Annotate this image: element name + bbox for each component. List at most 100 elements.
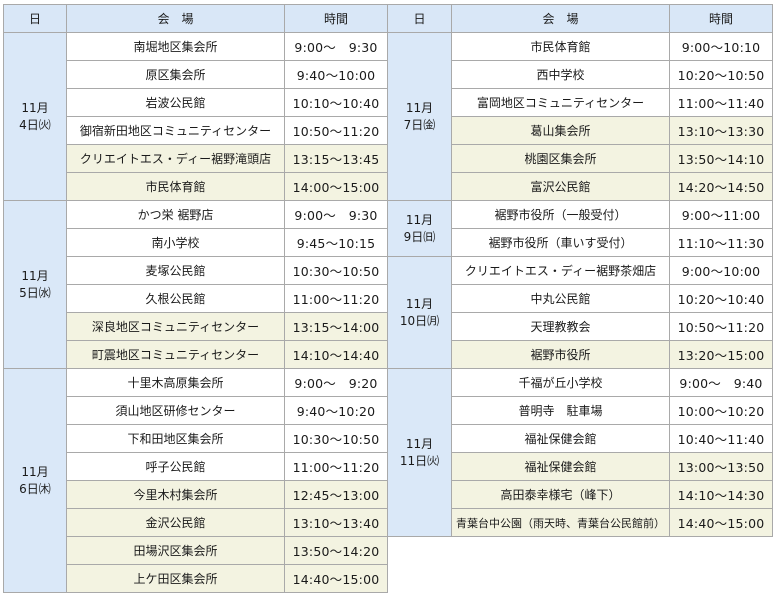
time-cell: 9:00～11:00 [669,200,773,229]
schedule-row: 11月 10日㈪ クリエイトエス・ディー裾野茶畑店 9:00～10:00 [387,256,773,369]
day-cell: 11月 5日㈬ [3,200,67,369]
venue-cell: 裾野市役所（車いす受付） [451,228,670,257]
schedule-row: 青葉台中公園（雨天時、青葉台公民館前） 14:40～15:00 [388,508,773,537]
header-venue: 会 場 [451,4,670,33]
time-cell: 10:10～10:40 [284,88,388,117]
venue-cell: 西中学校 [451,60,670,89]
venue-cell: 青葉台中公園（雨天時、青葉台公民館前） [451,508,670,537]
time-cell: 9:00～10:00 [669,256,773,285]
venue-cell: 下和田地区集会所 [66,424,285,453]
venue-cell: 呼子公民館 [66,452,285,481]
venue-cell: 麦塚公民館 [66,256,285,285]
day-month: 11月 [21,268,49,283]
time-cell: 14:10～14:30 [669,480,773,509]
venue-cell: 桃園区集会所 [451,144,670,173]
time-cell: 9:45～10:15 [284,228,388,257]
schedule-row: 裾野市役所 13:20～15:00 [388,340,773,369]
day-date: 4日㈫ [19,117,51,132]
day-cell: 11月 7日㈮ [387,32,452,201]
time-cell: 11:00～11:20 [284,452,388,481]
time-cell: 9:40～10:20 [284,396,388,425]
time-cell: 13:00～13:50 [669,452,773,481]
day-cell: 11月 10日㈪ [387,256,452,369]
day-month: 11月 [405,100,434,115]
schedule-row: 11月 11日㈫ 千福が丘小学校 9:00～ 9:40 [387,368,773,537]
time-cell: 14:10～14:40 [284,340,388,369]
schedule-row: 11月 5日㈬ かつ栄 裾野店 9:00～ 9:30 [3,200,388,369]
time-cell: 10:00～10:20 [669,396,773,425]
schedule-row: 11月 9日㈰ 裾野市役所（一般受付） 9:00～11:00 [387,200,773,257]
day-date: 9日㈰ [403,229,436,244]
time-cell: 10:50～11:20 [669,312,773,341]
time-cell: 13:50～14:10 [669,144,773,173]
schedule-row: 富岡地区コミュニティセンター 11:00～11:40 [388,88,773,117]
schedule-row: 須山地区研修センター 9:40～10:20 [4,396,388,425]
time-cell: 13:50～14:20 [284,536,388,565]
schedule-row: 町震地区コミュニティセンター 14:10～14:40 [4,340,388,369]
schedule-row: 下和田地区集会所 10:30～10:50 [4,424,388,453]
time-cell: 12:45～13:00 [284,480,388,509]
schedule-row: 御宿新田地区コミュニティセンター 10:50～11:20 [4,116,388,145]
schedule-row: 富沢公民館 14:20～14:50 [388,172,773,201]
schedule-body-left: 11月 4日㈫ 南堀地区集会所 9:00～ 9:30 原区集会所 9:40～10:00 岩波… [3,32,388,593]
time-cell: 11:00～11:40 [669,88,773,117]
time-cell: 10:50～11:20 [284,116,388,145]
header-day: 日 [387,4,452,33]
schedule-row: 今里木村集会所 12:45～13:00 [4,480,388,509]
schedule-body-right: 11月 7日㈮ 市民体育館 9:00～10:10 西中学校 10:20～10:50 富岡地区… [387,32,773,537]
venue-cell: 裾野市役所（一般受付） [451,200,670,229]
venue-cell: 福祉保健会館 [451,424,670,453]
day-date: 11日㈫ [399,453,440,468]
venue-cell: 福祉保健会館 [451,452,670,481]
day-month: 11月 [405,296,434,311]
header-time: 時間 [284,4,388,33]
schedule-row: 深良地区コミュニティセンター 13:15～14:00 [4,312,388,341]
time-cell: 11:10～11:30 [669,228,773,257]
day-date: 5日㈬ [19,285,51,300]
schedule-row: 金沢公民館 13:10～13:40 [4,508,388,537]
time-cell: 10:30～10:50 [284,256,388,285]
venue-cell: クリエイトエス・ディー裾野滝頭店 [66,144,285,173]
time-cell: 9:00～ 9:30 [284,32,388,61]
schedule-row: クリエイトエス・ディー裾野滝頭店 13:15～13:45 [4,144,388,173]
schedule-row: 桃園区集会所 13:50～14:10 [388,144,773,173]
time-cell: 14:00～15:00 [284,172,388,201]
day-month: 11月 [21,100,49,115]
schedule-row: 田場沢区集会所 13:50～14:20 [4,536,388,565]
schedule-row: 呼子公民館 11:00～11:20 [4,452,388,481]
day-month: 11月 [405,212,434,227]
time-cell: 10:30～10:50 [284,424,388,453]
day-month: 11月 [21,464,49,479]
venue-cell: 今里木村集会所 [66,480,285,509]
day-date: 6日㈭ [19,481,51,496]
time-cell: 9:00～ 9:30 [284,200,388,229]
day-cell: 11月 4日㈫ [3,32,67,201]
time-cell: 13:15～14:00 [284,312,388,341]
venue-cell: 高田泰幸様宅（峰下） [451,480,670,509]
time-cell: 10:20～10:50 [669,60,773,89]
time-cell: 11:00～11:20 [284,284,388,313]
venue-cell: 町震地区コミュニティセンター [66,340,285,369]
venue-cell: 原区集会所 [66,60,285,89]
time-cell: 9:00～ 9:40 [669,368,773,397]
time-cell: 13:10～13:40 [284,508,388,537]
header-row: 日 会 場 時間 [387,4,773,33]
schedule-row: 上ケ田区集会所 14:40～15:00 [4,564,388,593]
day-cell: 11月 9日㈰ [387,200,452,257]
header-time: 時間 [669,4,773,33]
venue-cell: 葛山集会所 [451,116,670,145]
venue-cell: 御宿新田地区コミュニティセンター [66,116,285,145]
time-cell: 14:20～14:50 [669,172,773,201]
schedule-row: 南小学校 9:45～10:15 [4,228,388,257]
venue-cell: 普明寺 駐車場 [451,396,670,425]
header-row: 日 会 場 時間 [3,4,388,33]
venue-cell: 南堀地区集会所 [66,32,285,61]
venue-cell: 深良地区コミュニティセンター [66,312,285,341]
time-cell: 10:40～11:40 [669,424,773,453]
schedule-row: 11月 6日㈭ 十里木高原集会所 9:00～ 9:20 [3,368,388,593]
schedule-row: 市民体育館 14:00～15:00 [4,172,388,201]
time-cell: 9:40～10:00 [284,60,388,89]
day-month: 11月 [405,436,434,451]
time-cell: 9:00～10:10 [669,32,773,61]
day-cell: 11月 6日㈭ [3,368,67,593]
